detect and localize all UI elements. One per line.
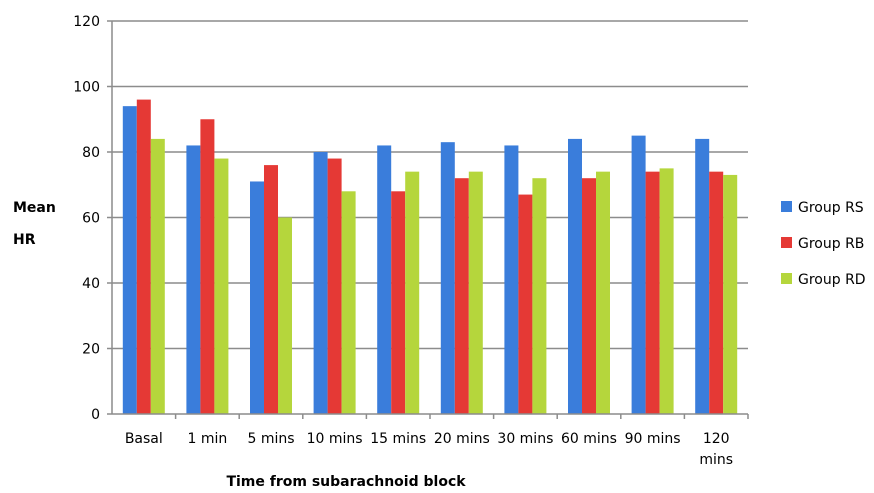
- x-tick-label: Basal: [125, 431, 163, 447]
- x-tick-label: 60 mins: [561, 431, 617, 447]
- bar: [504, 145, 519, 414]
- x-tick-label: 10 mins: [307, 431, 363, 447]
- bar: [278, 217, 292, 414]
- bar: [440, 142, 455, 415]
- legend-swatch: [781, 201, 792, 212]
- x-tick-label: 5 mins: [247, 431, 294, 447]
- x-tick-label: 90 mins: [625, 431, 681, 447]
- y-tick-label: 120: [73, 14, 100, 30]
- y-tick-label: 40: [82, 276, 100, 292]
- y-tick-label: 80: [82, 145, 100, 161]
- bar: [568, 138, 582, 414]
- legend: Group RS Group RB Group RD: [781, 200, 866, 288]
- bar: [723, 174, 738, 414]
- bar: [250, 181, 264, 414]
- bar: [532, 178, 547, 414]
- bar: [454, 178, 469, 414]
- y-axis-title: Mean: [13, 200, 56, 216]
- bar: [214, 158, 229, 414]
- bar: [186, 145, 201, 414]
- x-tick-label: 120: [703, 431, 730, 447]
- x-tick-label: mins: [699, 452, 733, 468]
- y-axis-title: HR: [13, 232, 36, 248]
- axes-layer: [107, 20, 749, 419]
- legend-swatch: [781, 273, 792, 284]
- bar: [695, 138, 710, 414]
- bar: [709, 171, 724, 414]
- legend-label: Group RD: [798, 272, 866, 288]
- bar: [405, 171, 420, 414]
- bar: [122, 106, 137, 415]
- bar: [264, 165, 278, 414]
- x-tick-label: 20 mins: [434, 431, 490, 447]
- bar: [377, 145, 392, 414]
- y-tick-label: 60: [82, 211, 100, 227]
- bar: [391, 191, 406, 414]
- labels-layer: 0 20 40 60 80 100 120 Basal 1 min 5 mins 10 mins 15…: [13, 14, 733, 490]
- x-tick-label: 15 mins: [370, 431, 426, 447]
- x-tick-label: 1 min: [188, 431, 228, 447]
- y-tick-label: 20: [82, 342, 100, 358]
- bar: [582, 178, 596, 414]
- bar: [468, 171, 483, 414]
- legend-label: Group RB: [798, 236, 864, 252]
- legend-label: Group RS: [798, 200, 864, 216]
- bar: [596, 171, 610, 414]
- bar: [659, 168, 674, 414]
- bar: [327, 158, 342, 414]
- bar: [518, 194, 533, 414]
- bar: [313, 152, 328, 414]
- bar: [631, 135, 646, 414]
- legend-swatch: [781, 237, 792, 248]
- bar: [645, 171, 660, 414]
- bar: [200, 119, 215, 414]
- bar: [341, 191, 356, 414]
- bars-layer: [122, 99, 738, 415]
- x-tick-label: 30 mins: [497, 431, 553, 447]
- bar: [150, 138, 165, 414]
- y-tick-label: 100: [73, 80, 100, 96]
- x-axis-title: Time from subarachnoid block: [226, 474, 466, 489]
- y-tick-label: 0: [91, 407, 100, 423]
- bar: [136, 99, 151, 414]
